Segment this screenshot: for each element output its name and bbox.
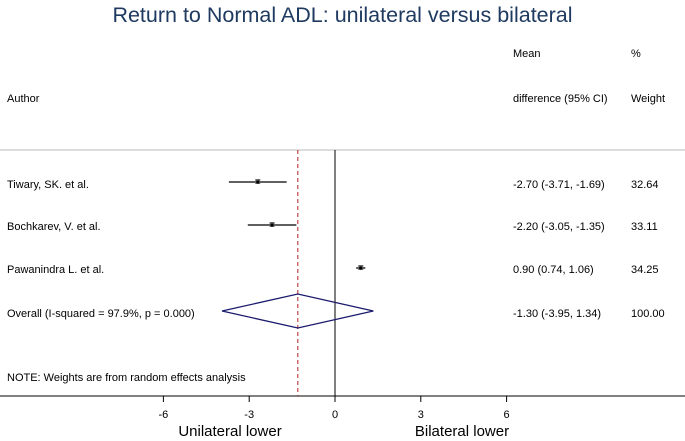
x-tick-label: 6 [504, 409, 510, 421]
point-estimate-dot [359, 266, 363, 270]
overall-ci-text: -1.30 (-3.95, 1.34) [513, 308, 601, 320]
weights-note: NOTE: Weights are from random effects an… [7, 372, 246, 384]
point-estimate-dot [256, 180, 260, 184]
weight-header-line1: % [631, 48, 641, 60]
left-direction-label: Unilateral lower [178, 423, 281, 440]
overall-diamond [221, 293, 374, 329]
overall-label: Overall (I-squared = 97.9%, p = 0.000) [7, 308, 195, 320]
study-label: Tiwary, SK. et al. [7, 179, 89, 191]
study-row: Bochkarev, V. et al. -2.20 (-3.05, -1.35… [7, 221, 658, 233]
overall-row: Overall (I-squared = 97.9%, p = 0.000) -… [7, 293, 665, 329]
study-row: Pawanindra L. et al. 0.90 (0.74, 1.06) 3… [7, 264, 659, 276]
study-weight-text: 32.64 [631, 179, 659, 191]
right-direction-label: Bilateral lower [415, 423, 509, 440]
study-ci-text: 0.90 (0.74, 1.06) [513, 264, 594, 276]
chart-title: Return to Normal ADL: unilateral versus … [112, 3, 572, 27]
author-header: Author [7, 93, 40, 105]
point-estimate-dot [270, 223, 274, 227]
overall-weight-text: 100.00 [631, 308, 665, 320]
study-weight-text: 34.25 [631, 264, 659, 276]
x-axis-ticks: -6 -3 0 3 6 [159, 396, 510, 421]
study-ci-text: -2.70 (-3.71, -1.69) [513, 179, 605, 191]
study-row: Tiwary, SK. et al. -2.70 (-3.71, -1.69) … [7, 179, 659, 191]
weight-header-line2: Weight [631, 93, 665, 105]
effect-header-line2: difference (95% CI) [513, 93, 608, 105]
x-tick-label: 3 [418, 409, 424, 421]
study-ci-text: -2.20 (-3.05, -1.35) [513, 221, 605, 233]
effect-header-line1: Mean [513, 48, 541, 60]
study-weight-text: 33.11 [631, 221, 658, 233]
x-tick-label: 0 [332, 409, 338, 421]
study-label: Bochkarev, V. et al. [7, 221, 101, 233]
x-tick-label: -6 [159, 409, 169, 421]
x-tick-label: -3 [244, 409, 254, 421]
study-label: Pawanindra L. et al. [7, 264, 104, 276]
